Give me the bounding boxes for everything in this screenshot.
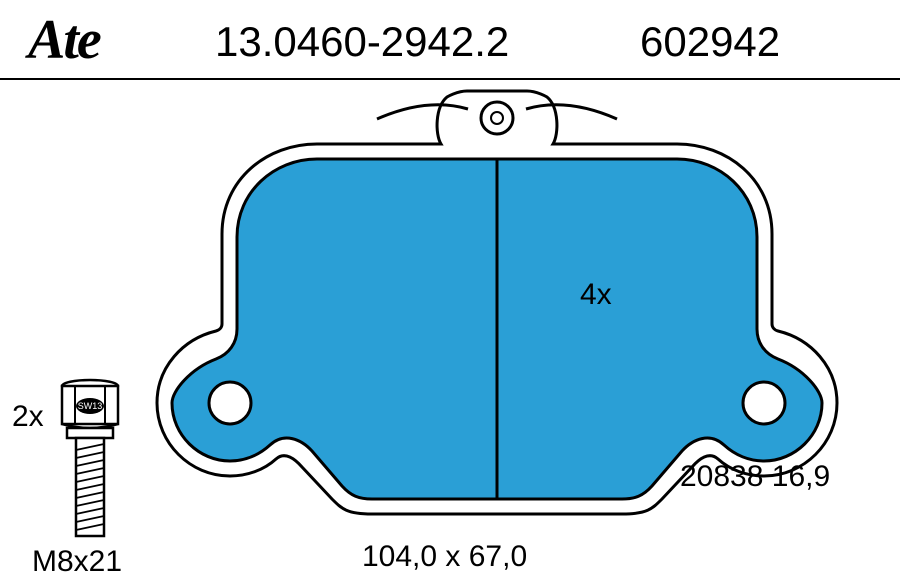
mount-hole-left <box>209 382 251 424</box>
center-rivet-inner <box>491 112 503 124</box>
pad-dimensions: 104,0 x 67,0 <box>362 540 527 574</box>
bolt-quantity-label: 2x <box>12 400 44 434</box>
part-number: 13.0460-2942.2 <box>215 18 509 66</box>
bolt-size-label: M8x21 <box>32 545 122 579</box>
bolt-diagram: SW13 <box>40 378 140 547</box>
bolt-svg: SW13 <box>40 378 140 542</box>
header-bar: Ate 13.0460-2942.2 602942 <box>0 0 900 80</box>
brand-logo-text: Ate <box>28 9 100 71</box>
bolt-sw-label: SW13 <box>78 401 103 411</box>
short-code: 602942 <box>640 18 780 66</box>
mount-hole-right <box>743 382 785 424</box>
pad-quantity-label: 4x <box>580 278 612 312</box>
bolt-washer <box>67 428 113 438</box>
pad-reference-code: 20838 16,9 <box>680 460 830 494</box>
brand-logo: Ate <box>28 8 100 72</box>
